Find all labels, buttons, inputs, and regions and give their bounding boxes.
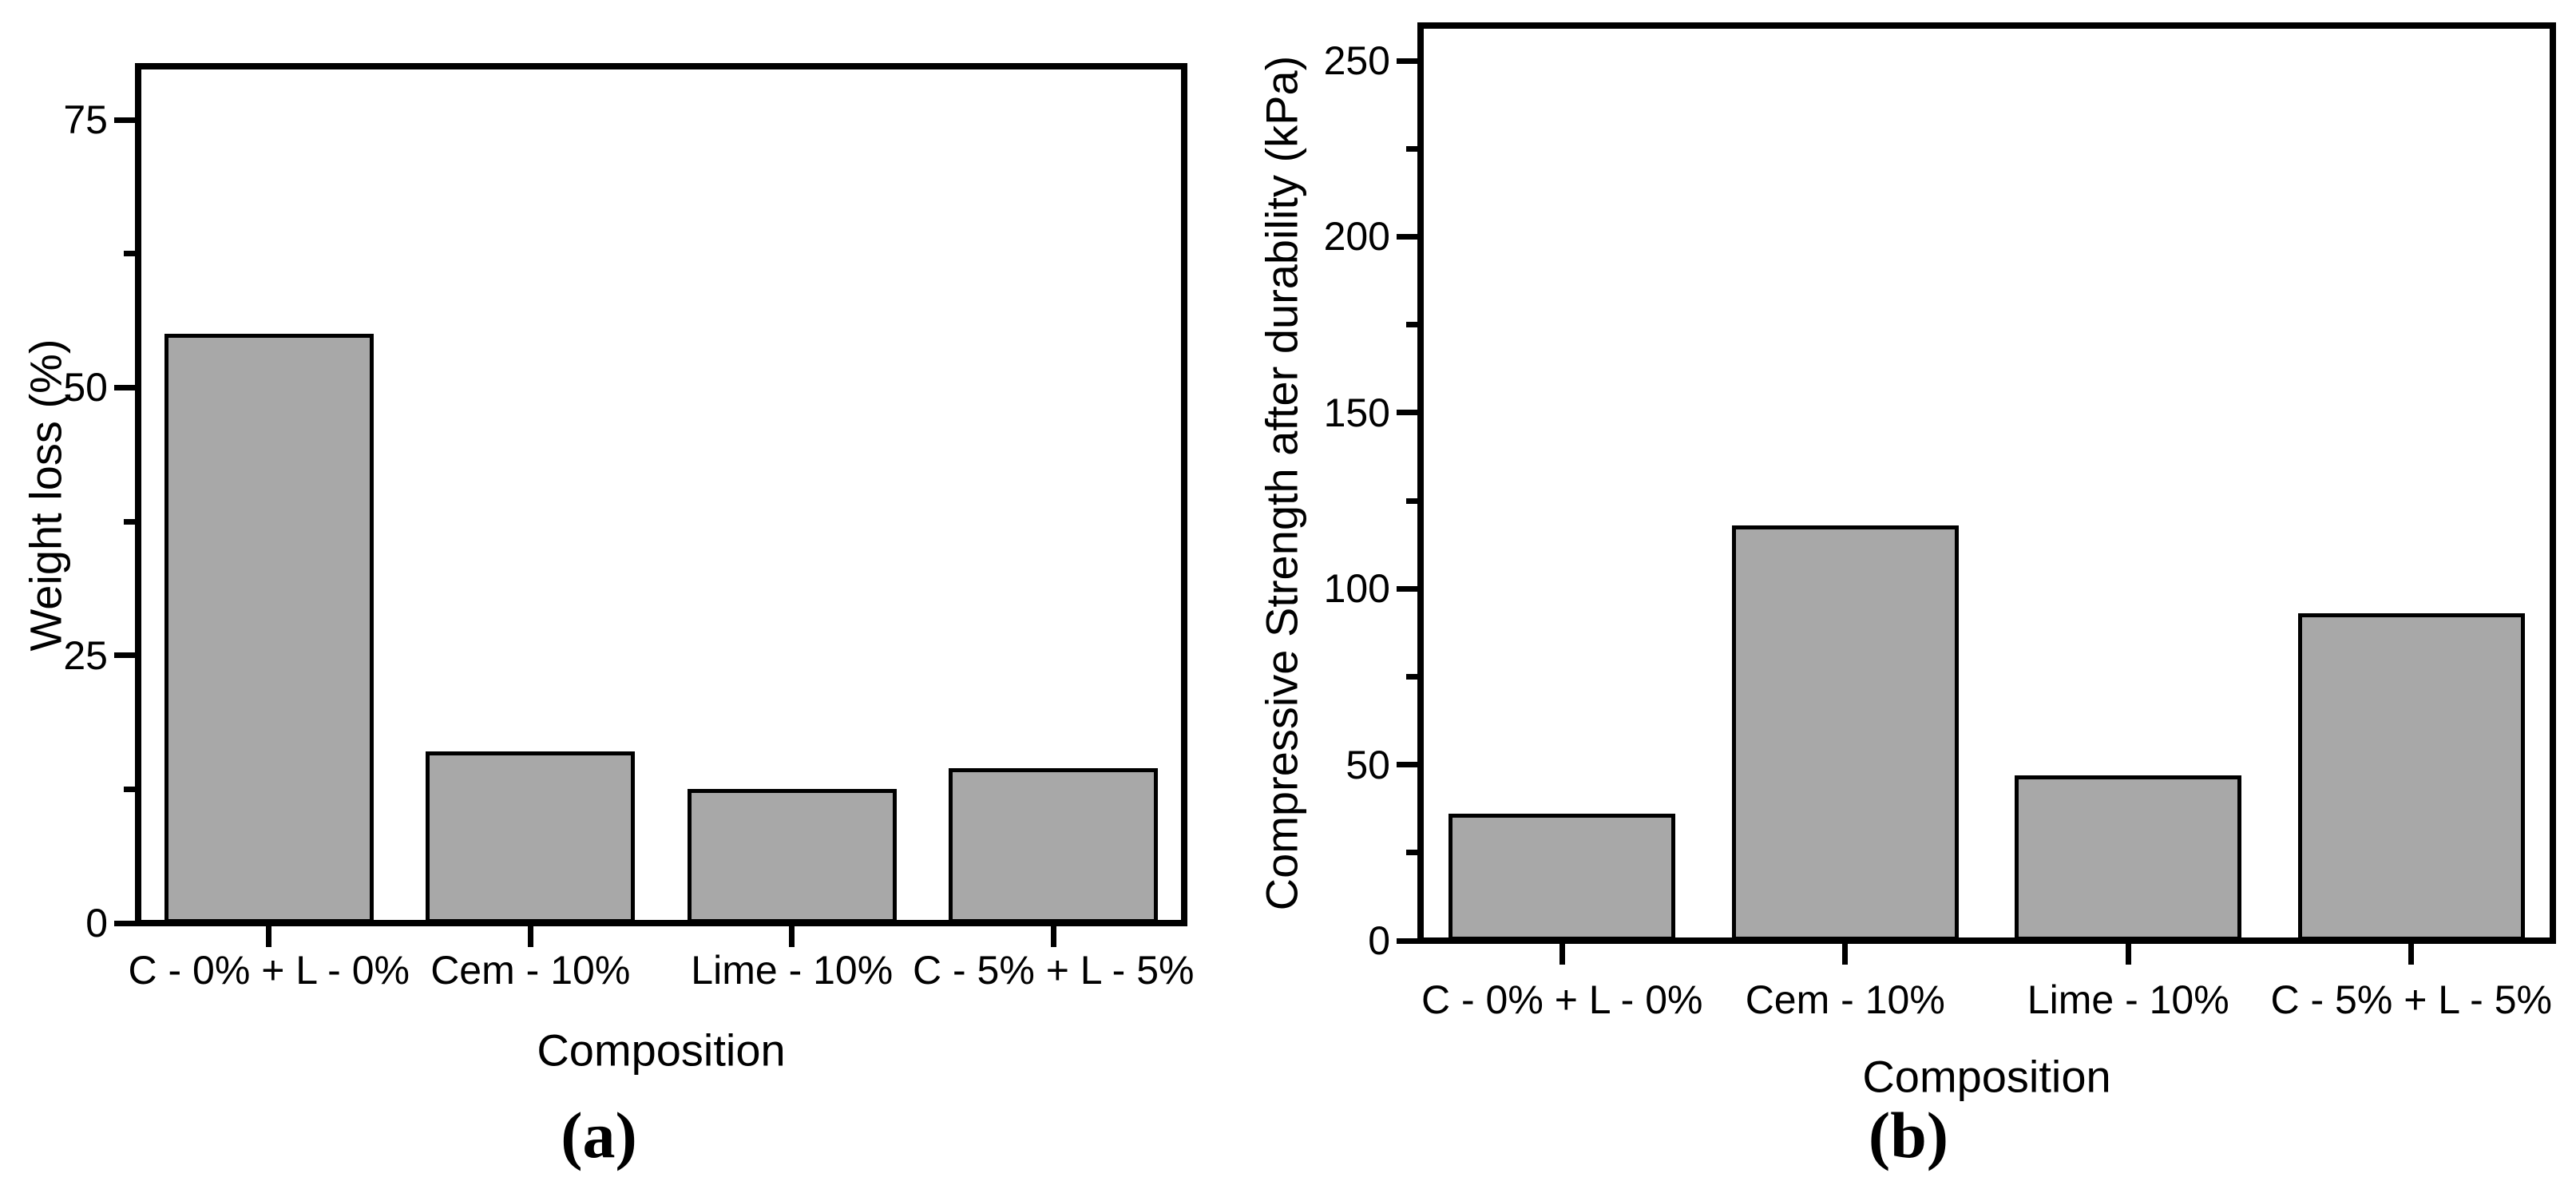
y-tick-label: 250 bbox=[1323, 38, 1390, 84]
panel-caption-b: (b) bbox=[1868, 1099, 1949, 1171]
y-tick-label: 50 bbox=[1345, 742, 1390, 787]
y-major-tick bbox=[1397, 233, 1417, 240]
x-major-tick bbox=[527, 926, 533, 947]
y-major-tick bbox=[1397, 410, 1417, 416]
bar-Cem - 10% bbox=[426, 751, 636, 923]
bar-Cem - 10% bbox=[1731, 525, 1959, 941]
y-tick-label: 50 bbox=[63, 365, 108, 410]
x-major-tick bbox=[2125, 944, 2131, 965]
y-minor-tick bbox=[124, 518, 135, 525]
y-tick-label: 0 bbox=[85, 901, 108, 945]
x-major-tick bbox=[1842, 944, 1849, 965]
y-minor-tick bbox=[1406, 673, 1417, 680]
y-major-tick bbox=[114, 920, 135, 926]
y-major-tick bbox=[1397, 937, 1417, 944]
x-tick-label: Lime - 10% bbox=[691, 948, 894, 993]
x-tick-label: C - 0% + L - 0% bbox=[1421, 977, 1703, 1022]
x-major-tick bbox=[789, 926, 795, 947]
bar-C - 0% + L - 0% bbox=[164, 334, 374, 923]
y-minor-tick bbox=[1406, 850, 1417, 856]
x-major-tick bbox=[1559, 944, 1565, 965]
bar-C - 5% + L - 5% bbox=[949, 767, 1159, 923]
y-tick-label: 0 bbox=[1368, 918, 1390, 963]
y-tick-label: 25 bbox=[63, 632, 108, 678]
y-minor-tick bbox=[124, 251, 135, 257]
panel-caption-a: (a) bbox=[561, 1099, 637, 1171]
y-minor-tick bbox=[124, 786, 135, 792]
bar-C - 5% + L - 5% bbox=[2297, 613, 2525, 941]
x-major-tick bbox=[266, 926, 272, 947]
x-axis-title-a: Composition bbox=[537, 1025, 786, 1076]
bar-Lime - 10% bbox=[2015, 775, 2242, 941]
x-axis-title-b: Composition bbox=[1862, 1051, 2111, 1102]
x-tick-label: C - 0% + L - 0% bbox=[128, 948, 410, 993]
y-tick-label: 75 bbox=[63, 97, 108, 143]
y-tick-label: 100 bbox=[1323, 566, 1390, 612]
x-tick-label: C - 5% + L - 5% bbox=[2270, 977, 2552, 1022]
bar-C - 0% + L - 0% bbox=[1449, 814, 1676, 941]
y-minor-tick bbox=[1406, 145, 1417, 152]
y-major-tick bbox=[1397, 585, 1417, 592]
y-major-tick bbox=[1397, 762, 1417, 768]
y-major-tick bbox=[114, 652, 135, 659]
x-major-tick bbox=[1050, 926, 1056, 947]
x-tick-label: C - 5% + L - 5% bbox=[913, 948, 1195, 993]
y-minor-tick bbox=[1406, 322, 1417, 328]
y-tick-label: 150 bbox=[1323, 390, 1390, 435]
y-tick-label: 200 bbox=[1323, 214, 1390, 260]
y-minor-tick bbox=[1406, 497, 1417, 504]
x-major-tick bbox=[2408, 944, 2415, 965]
x-tick-label: Cem - 10% bbox=[430, 948, 631, 993]
y-major-tick bbox=[114, 117, 135, 123]
x-tick-label: Cem - 10% bbox=[1745, 977, 1945, 1022]
y-major-tick bbox=[114, 384, 135, 390]
bar-Lime - 10% bbox=[687, 789, 897, 923]
y-major-tick bbox=[1397, 57, 1417, 64]
x-tick-label: Lime - 10% bbox=[2027, 977, 2229, 1022]
